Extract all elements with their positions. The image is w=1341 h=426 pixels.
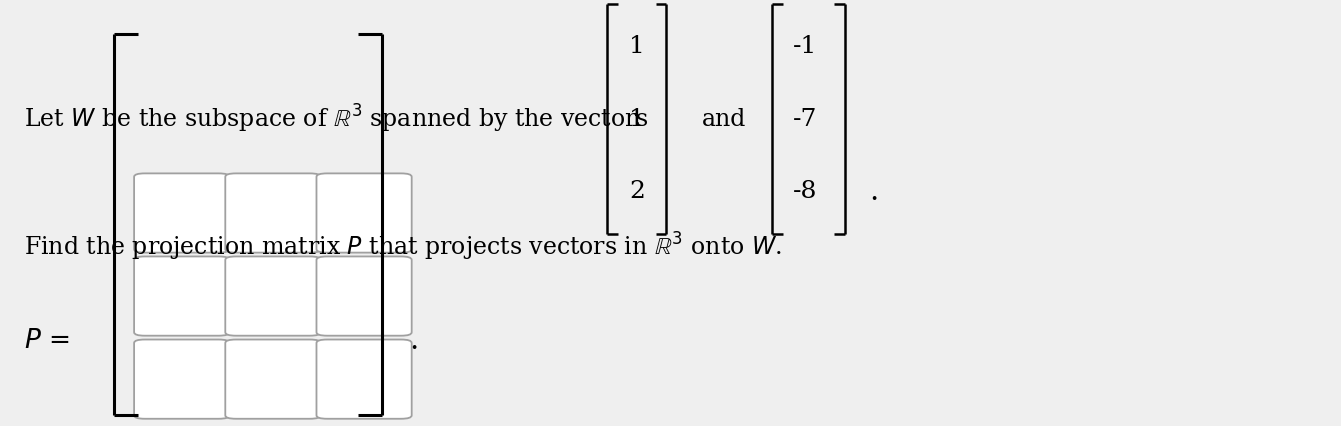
Text: -8: -8 — [793, 180, 817, 203]
Text: .: . — [869, 178, 878, 206]
Text: Let $\mathbf{\mathit{W}}$ be the subspace of $\mathbb{R}^3$ spanned by the vecto: Let $\mathbf{\mathit{W}}$ be the subspac… — [24, 103, 649, 135]
Text: 2: 2 — [629, 180, 645, 203]
FancyBboxPatch shape — [316, 340, 412, 419]
FancyBboxPatch shape — [225, 340, 320, 419]
FancyBboxPatch shape — [134, 256, 229, 336]
Text: -7: -7 — [793, 108, 817, 131]
Text: $\mathit{P}$ =: $\mathit{P}$ = — [24, 328, 70, 353]
FancyBboxPatch shape — [225, 256, 320, 336]
FancyBboxPatch shape — [316, 256, 412, 336]
FancyBboxPatch shape — [316, 173, 412, 253]
FancyBboxPatch shape — [134, 340, 229, 419]
Text: 1: 1 — [629, 35, 645, 58]
Text: -1: -1 — [793, 35, 817, 58]
Text: Find the projection matrix $\mathit{P}$ that projects vectors in $\mathbb{R}^3$ : Find the projection matrix $\mathit{P}$ … — [24, 231, 782, 263]
FancyBboxPatch shape — [225, 173, 320, 253]
FancyBboxPatch shape — [134, 173, 229, 253]
Text: .: . — [409, 327, 418, 355]
Text: and: and — [701, 108, 747, 131]
Text: 1: 1 — [629, 108, 645, 131]
